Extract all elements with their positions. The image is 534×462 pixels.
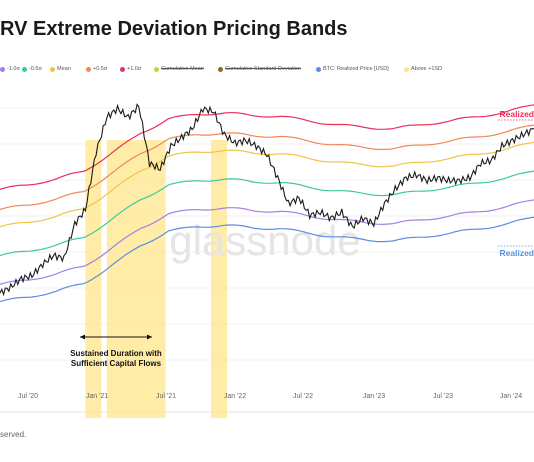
x-tick-label: Jul '20: [18, 393, 38, 400]
legend-label: Cumulative Mean: [161, 66, 204, 72]
annotation-group: Sustained Duration with Sufficient Capit…: [70, 334, 162, 368]
lower-band-label: Realized: [500, 248, 534, 258]
legend-dot-icon: [316, 66, 321, 72]
watermark-group: glassnode: [169, 217, 360, 264]
x-tick-label: Jul '21: [156, 393, 176, 400]
legend-item[interactable]: -0.5σ: [22, 66, 42, 72]
legend-label: +1.0σ: [127, 66, 142, 72]
price-series: [0, 103, 534, 297]
legend-label: +0.5σ: [93, 66, 108, 72]
x-tick-label: Jul '22: [293, 393, 313, 400]
band-plus1: [0, 104, 534, 190]
legend-item[interactable]: +1.0σ: [120, 66, 141, 72]
bands: [0, 104, 534, 303]
legend-item[interactable]: Cumulative Standard Deviation: [218, 66, 301, 72]
legend-label: BTC: Realized Price [USD]: [323, 66, 389, 72]
x-tick-label: Jan '21: [86, 393, 108, 400]
upper-band-label: Realized: [500, 109, 534, 119]
band-minus05: [0, 170, 534, 257]
legend-label: Mean: [57, 66, 71, 72]
legend-dot-icon: [404, 66, 409, 72]
btc-price-line: [0, 103, 534, 297]
x-tick-label: Jan '23: [363, 393, 385, 400]
legend-dot-icon: [50, 66, 55, 72]
highlight-area: [106, 140, 166, 418]
legend-label: -1.0σ: [7, 66, 20, 72]
x-tick-label: Jul '23: [433, 393, 453, 400]
legend-label: -0.5σ: [29, 66, 42, 72]
annotation-text-line1: Sustained Duration with: [70, 349, 162, 358]
legend-dot-icon: [0, 66, 5, 72]
annotation-text-line2: Sufficient Capital Flows: [71, 359, 162, 368]
band-mean: [0, 141, 534, 228]
legend-item[interactable]: BTC: Realized Price [USD]: [316, 66, 389, 72]
realized-price-line: [0, 216, 534, 303]
side-labels: Realized Realized: [498, 109, 534, 258]
legend-item[interactable]: +0.5σ: [86, 66, 107, 72]
x-tick-label: Jan '24: [500, 393, 522, 400]
band-plus05: [0, 124, 534, 210]
footer-text: served.: [0, 430, 27, 439]
legend-dot-icon: [120, 66, 125, 72]
page-title: RV Extreme Deviation Pricing Bands: [0, 18, 348, 40]
x-tick-label: Jan '22: [224, 393, 246, 400]
legend-label: Cumulative Standard Deviation: [225, 66, 301, 72]
legend-dot-icon: [86, 66, 91, 72]
annotation-arrow-right-icon: [147, 334, 152, 340]
annotation-arrow-left-icon: [80, 334, 85, 340]
watermark: glassnode: [169, 217, 360, 264]
legend-dot-icon: [22, 66, 27, 72]
highlight-area: [210, 140, 227, 418]
legend-item[interactable]: -1.0σ: [0, 66, 20, 72]
legend-dot-icon: [218, 66, 223, 72]
x-axis: Jul '20 Jan '21 Jul '21 Jan '22 Jul '22 Jan '…: [18, 393, 522, 400]
legend-item[interactable]: Mean: [50, 66, 71, 72]
legend-item[interactable]: Cumulative Mean: [154, 66, 204, 72]
legend-label: Above +1SD: [411, 66, 443, 72]
band-minus1: [0, 199, 534, 285]
legend-item[interactable]: Above +1SD: [404, 66, 442, 72]
chart-legend: -1.0σ -0.5σ Mean +0.5σ +1.0σ Cumulative Mean C…: [0, 66, 534, 78]
legend-dot-icon: [154, 66, 159, 72]
